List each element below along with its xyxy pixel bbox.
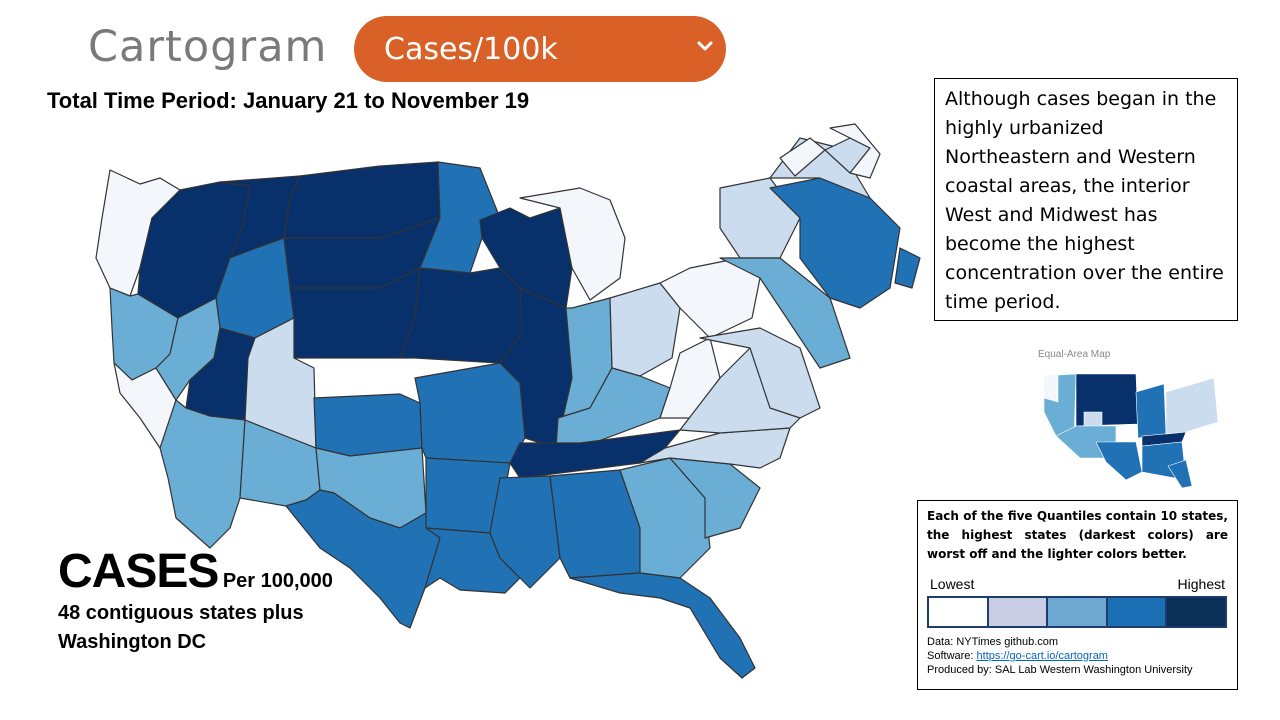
legend-swatch-q3 [1048, 598, 1108, 626]
legend-swatch-q4 [1107, 598, 1168, 626]
state-delaware [894, 247, 921, 289]
state-maryland [699, 327, 821, 419]
legend-description: Each of the five Quantiles contain 10 st… [927, 509, 1228, 561]
state-iowa [399, 267, 523, 364]
inset-texas [1095, 441, 1143, 481]
scope-text: 48 contiguous states plus Washington DC [58, 602, 304, 653]
cartogram-logo: Cartogram [88, 22, 328, 72]
inset-nw [1043, 373, 1059, 403]
inset-east [1165, 377, 1219, 435]
state-arizona [159, 399, 246, 549]
state-maine [829, 123, 881, 179]
time-period-label: Total Time Period: January 21 to Novembe… [47, 88, 530, 113]
title-block: CASES Per 100,000 48 contiguous states p… [58, 544, 348, 657]
credit-software-prefix: Software: [927, 650, 974, 662]
state-pennsylvania [659, 257, 761, 339]
equal-area-inset-map [1043, 373, 1219, 489]
inset-florida [1167, 459, 1193, 489]
credits: Data: NYTimes github.com Software: https… [927, 635, 1228, 677]
state-missouri [414, 362, 526, 464]
cartogram-map [95, 123, 921, 679]
metric-dropdown[interactable]: Cases/100k [354, 16, 726, 82]
chevron-down-icon [697, 41, 713, 51]
legend-ends: Lowest Highest [927, 576, 1228, 592]
inset-label: Equal-Area Map [1038, 349, 1111, 360]
state-florida [569, 572, 756, 679]
software-link[interactable]: https://go-cart.io/cartogram [976, 650, 1108, 662]
cases-title: CASES [58, 545, 219, 598]
legend-swatch-q5 [1167, 598, 1225, 626]
inset-central [1135, 383, 1167, 439]
state-kansas [313, 393, 423, 457]
legend-low-label: Lowest [930, 576, 975, 592]
state-minnesota [419, 161, 501, 274]
credit-data: Data: NYTimes github.com [927, 636, 1059, 648]
legend-swatches [927, 596, 1227, 628]
credit-produced: Produced by: SAL Lab Western Washington … [927, 664, 1193, 676]
credit-software: Software: https://go-cart.io/cartogram [927, 649, 1228, 663]
state-michigan [519, 187, 626, 301]
state-north-carolina [639, 427, 791, 469]
legend-swatch-q1 [929, 598, 989, 626]
metric-dropdown-value: Cases/100k [384, 31, 558, 67]
state-ohio [609, 282, 681, 377]
annotation-box: Although cases began in the highly urban… [934, 78, 1238, 321]
state-new-jersey [719, 257, 851, 369]
legend-panel: Each of the five Quantiles contain 10 st… [917, 500, 1238, 690]
legend-high-label: Highest [1177, 576, 1225, 592]
state-wisconsin [479, 207, 573, 309]
legend-swatch-q2 [988, 598, 1049, 626]
inset-colorado [1083, 411, 1103, 429]
cases-subtitle: Per 100,000 [222, 570, 333, 592]
